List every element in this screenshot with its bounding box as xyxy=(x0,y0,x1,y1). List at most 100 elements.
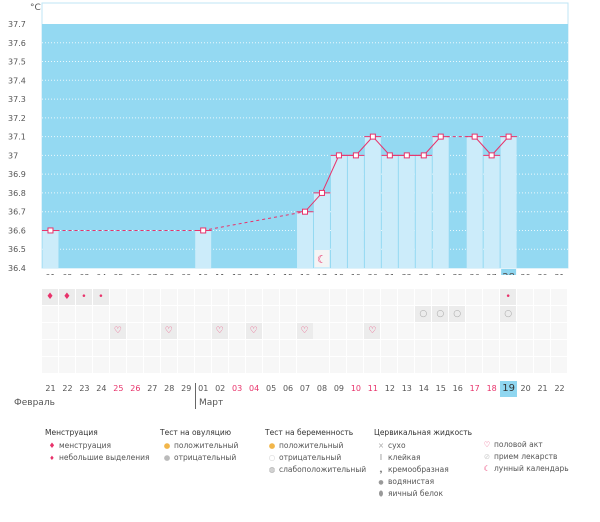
calendar-cell[interactable] xyxy=(58,340,75,356)
calendar-cell[interactable] xyxy=(228,357,245,373)
calendar-cell[interactable] xyxy=(483,323,500,339)
calendar-cell[interactable]: ○ xyxy=(500,306,517,322)
calendar-date[interactable]: 25 xyxy=(113,384,124,393)
calendar-cell[interactable] xyxy=(228,323,245,339)
calendar-cell[interactable]: ♦ xyxy=(42,289,58,305)
calendar-cell[interactable] xyxy=(92,306,109,322)
calendar-date[interactable]: 12 xyxy=(384,384,395,393)
calendar-cell[interactable]: ○ xyxy=(415,306,432,322)
calendar-cell[interactable] xyxy=(517,357,534,373)
calendar-date[interactable]: 09 xyxy=(333,384,345,393)
calendar-date[interactable]: 04 xyxy=(249,384,260,393)
calendar-cell[interactable]: • xyxy=(75,289,92,305)
calendar-date[interactable]: 16 xyxy=(452,384,463,393)
calendar-cell[interactable] xyxy=(551,306,568,322)
calendar-cell[interactable] xyxy=(296,357,313,373)
calendar-date[interactable]: 22 xyxy=(554,384,565,393)
calendar-cell[interactable] xyxy=(245,289,262,305)
calendar-date[interactable]: 10 xyxy=(350,384,361,393)
calendar-cell[interactable] xyxy=(347,306,364,322)
calendar-cell[interactable] xyxy=(364,357,381,373)
calendar-cell[interactable] xyxy=(500,340,517,356)
calendar-cell[interactable] xyxy=(126,306,143,322)
calendar-cell[interactable] xyxy=(75,323,92,339)
calendar-date[interactable]: 08 xyxy=(316,384,328,393)
calendar-cell[interactable] xyxy=(381,340,398,356)
calendar-cell[interactable] xyxy=(126,357,143,373)
calendar-cell[interactable] xyxy=(415,357,432,373)
calendar-date[interactable]: 15 xyxy=(435,384,446,393)
calendar-date[interactable]: 11 xyxy=(367,384,378,393)
calendar-cell[interactable] xyxy=(449,357,466,373)
calendar-cell[interactable] xyxy=(313,306,330,322)
calendar-cell[interactable] xyxy=(551,289,568,305)
calendar-date[interactable]: 23 xyxy=(79,384,90,393)
calendar-cell[interactable] xyxy=(313,289,330,305)
calendar-cell[interactable]: ♦ xyxy=(58,289,75,305)
calendar-cell[interactable] xyxy=(177,289,194,305)
calendar-date[interactable]: 18 xyxy=(486,384,497,393)
calendar-cell[interactable]: ○ xyxy=(449,306,466,322)
calendar-cell[interactable] xyxy=(466,289,483,305)
calendar-cell[interactable] xyxy=(449,289,466,305)
calendar-cell[interactable]: ♡ xyxy=(296,323,313,339)
calendar-cell[interactable] xyxy=(381,306,398,322)
calendar-cell[interactable] xyxy=(279,289,296,305)
calendar-cell[interactable] xyxy=(42,306,58,322)
calendar-cell[interactable] xyxy=(92,340,109,356)
calendar-cell[interactable] xyxy=(211,306,228,322)
calendar-cell[interactable] xyxy=(262,357,279,373)
calendar-date[interactable]: 29 xyxy=(181,384,192,393)
calendar-cell[interactable] xyxy=(58,306,75,322)
calendar-cell[interactable] xyxy=(551,357,568,373)
calendar-cell[interactable] xyxy=(330,323,347,339)
calendar-cell[interactable] xyxy=(432,357,449,373)
calendar-cell[interactable] xyxy=(347,323,364,339)
calendar-cell[interactable] xyxy=(364,340,381,356)
calendar-cell[interactable] xyxy=(330,289,347,305)
calendar-date[interactable]: 21 xyxy=(45,384,56,393)
calendar-cell[interactable] xyxy=(347,289,364,305)
calendar-cell[interactable] xyxy=(228,289,245,305)
calendar-cell[interactable] xyxy=(109,340,126,356)
calendar-cell[interactable] xyxy=(279,323,296,339)
calendar-cell[interactable] xyxy=(177,340,194,356)
calendar-cell[interactable] xyxy=(551,340,568,356)
calendar-cell[interactable] xyxy=(330,340,347,356)
calendar-cell[interactable] xyxy=(466,357,483,373)
calendar-date[interactable]: 13 xyxy=(401,384,412,393)
calendar-date[interactable]: 05 xyxy=(265,384,277,393)
calendar-cell[interactable] xyxy=(347,357,364,373)
calendar-cell[interactable] xyxy=(211,289,228,305)
calendar-cell[interactable] xyxy=(279,340,296,356)
calendar-cell[interactable] xyxy=(381,289,398,305)
calendar-cell[interactable] xyxy=(194,357,211,373)
calendar-cell[interactable] xyxy=(483,357,500,373)
calendar-cell[interactable] xyxy=(143,357,160,373)
calendar-date[interactable]: 14 xyxy=(418,384,429,393)
calendar-cell[interactable] xyxy=(296,289,313,305)
calendar-cell[interactable]: ○ xyxy=(432,306,449,322)
calendar-cell[interactable] xyxy=(143,289,160,305)
calendar-cell[interactable] xyxy=(211,357,228,373)
calendar-cell[interactable]: ♡ xyxy=(109,323,126,339)
calendar-date[interactable]: 27 xyxy=(147,384,158,393)
calendar-cell[interactable] xyxy=(245,340,262,356)
calendar-cell[interactable] xyxy=(534,357,551,373)
calendar-cell[interactable] xyxy=(398,323,415,339)
calendar-cell[interactable] xyxy=(296,306,313,322)
calendar-date[interactable]: 22 xyxy=(62,384,73,393)
calendar-cell[interactable] xyxy=(534,340,551,356)
calendar-cell[interactable] xyxy=(160,306,177,322)
calendar-cell[interactable] xyxy=(313,323,330,339)
calendar-cell[interactable] xyxy=(500,357,517,373)
calendar-date[interactable]: 07 xyxy=(299,384,311,393)
calendar-cell[interactable] xyxy=(177,306,194,322)
calendar-cell[interactable] xyxy=(75,306,92,322)
calendar-cell[interactable] xyxy=(92,323,109,339)
calendar-cell[interactable] xyxy=(449,323,466,339)
calendar-cell[interactable]: ♡ xyxy=(364,323,381,339)
calendar-cell[interactable] xyxy=(432,323,449,339)
calendar-cell[interactable] xyxy=(109,289,126,305)
calendar-cell[interactable] xyxy=(177,357,194,373)
